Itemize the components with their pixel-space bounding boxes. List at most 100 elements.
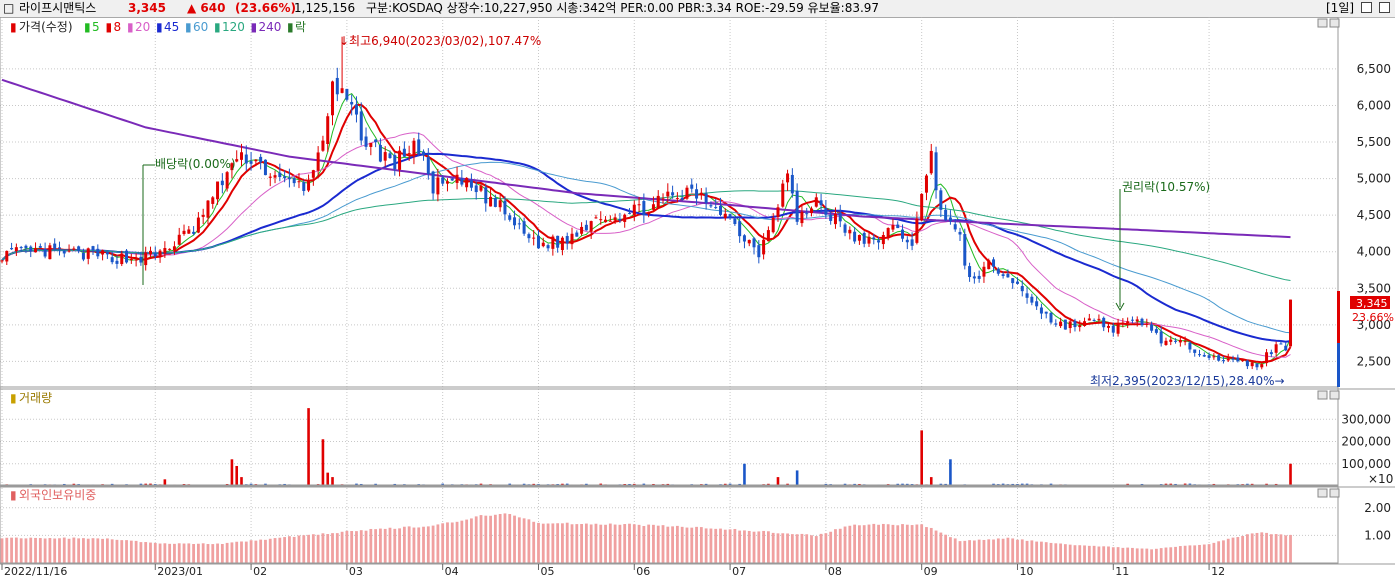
ma-legend-label: 120 xyxy=(222,20,245,34)
trade-volume: 1,125,156 xyxy=(294,1,356,15)
candle-body xyxy=(1020,286,1024,292)
foreign-bar xyxy=(273,538,277,563)
price-change: ▲ 640 xyxy=(187,1,226,15)
ma-line-20 xyxy=(1,132,1291,358)
candle-body xyxy=(307,180,311,191)
candle-body xyxy=(340,88,344,93)
candle-body xyxy=(450,178,454,181)
foreign-bar xyxy=(10,537,13,563)
candle-body xyxy=(14,247,18,252)
candle-body xyxy=(402,148,406,157)
foreign-bar xyxy=(623,524,627,563)
foreign-bar xyxy=(244,541,248,563)
price-tick-label: 5,500 xyxy=(1357,135,1391,149)
foreign-bar xyxy=(1154,548,1158,563)
foreign-bar xyxy=(786,533,789,563)
foreign-bar xyxy=(0,538,4,563)
foreign-bar xyxy=(1212,542,1216,563)
candle-body xyxy=(53,243,57,249)
volume-bar xyxy=(743,463,746,486)
foreign-bar xyxy=(719,528,722,563)
candle-body xyxy=(263,159,267,176)
select-checkbox[interactable]: □ xyxy=(3,1,15,15)
foreign-bar xyxy=(968,540,971,563)
foreign-bar xyxy=(800,533,804,563)
candle-body xyxy=(72,248,76,250)
foreign-bar xyxy=(963,540,967,563)
foreign-bar xyxy=(422,526,425,563)
foreign-bar xyxy=(1145,548,1149,563)
ma-legend-label: 60 xyxy=(193,20,208,34)
candle-body xyxy=(742,235,746,242)
minimize-icon[interactable] xyxy=(1361,2,1372,13)
foreign-bar xyxy=(1265,532,1268,563)
foreign-bar xyxy=(838,528,842,563)
candle-body xyxy=(436,177,440,195)
candle-body xyxy=(431,171,435,194)
foreign-bar xyxy=(886,524,890,563)
foreign-bar xyxy=(292,536,296,563)
foreign-bar xyxy=(1222,540,1225,563)
foreign-bar xyxy=(359,530,363,563)
x-tick-label: 11 xyxy=(1115,565,1129,578)
foreign-bar xyxy=(1092,545,1096,563)
foreign-bar xyxy=(647,524,651,563)
candle-body xyxy=(1145,323,1149,325)
candle-body xyxy=(96,248,100,257)
candle-body xyxy=(331,81,335,116)
foreign-bar xyxy=(220,543,224,563)
foreign-bar xyxy=(297,535,301,563)
candle-body xyxy=(857,235,861,241)
foreign-bar xyxy=(110,539,114,563)
volume-bar xyxy=(230,459,234,486)
panel-frame xyxy=(0,386,1339,487)
candle-body xyxy=(67,250,71,252)
candle-body xyxy=(1221,360,1225,362)
panel-button xyxy=(1329,488,1340,498)
candle-body xyxy=(829,214,833,221)
foreign-bar xyxy=(949,537,952,563)
candle-body xyxy=(489,196,493,207)
foreign-bar xyxy=(1250,533,1254,563)
candle-body xyxy=(1011,278,1015,284)
price-change-pct: (23.66%) xyxy=(235,1,296,15)
candle-body xyxy=(1025,293,1029,298)
foreign-bar xyxy=(699,527,703,563)
candle-body xyxy=(642,201,646,216)
foreign-bar xyxy=(1169,547,1173,563)
period-label[interactable]: [1일] xyxy=(1326,1,1355,15)
candle-body xyxy=(843,224,847,233)
candle-body xyxy=(311,170,315,178)
price-tick-label: 6,000 xyxy=(1357,98,1391,112)
price-legend-marker: ▮ xyxy=(10,20,17,34)
foreign-bar xyxy=(388,527,392,563)
foreign-bar xyxy=(144,542,148,563)
candle-body xyxy=(1202,355,1206,357)
foreign-bar xyxy=(201,543,205,563)
foreign-bar xyxy=(604,524,607,563)
foreign-bar xyxy=(278,537,282,563)
candle-body xyxy=(244,154,248,164)
candle-body xyxy=(302,182,306,191)
candle-body xyxy=(934,152,938,191)
foreign-bar xyxy=(910,525,914,563)
foreign-bar xyxy=(695,526,698,563)
last-pct-tag: 23.66% xyxy=(1352,311,1394,324)
candle-body xyxy=(144,252,148,266)
foreign-bar xyxy=(58,538,61,563)
foreign-bar xyxy=(364,530,368,563)
close-icon[interactable] xyxy=(1379,2,1390,13)
ma-legend-marker: ▮ xyxy=(251,20,258,34)
candle-body xyxy=(671,192,675,196)
foreign-bar xyxy=(570,524,574,563)
ma-legend-marker: ▮ xyxy=(84,20,91,34)
candle-body xyxy=(1140,318,1144,326)
foreign-bar xyxy=(982,539,986,563)
foreign-bar xyxy=(38,538,42,563)
stock-stats: 구분:KOSDAQ 상장수:10,227,950 시총:342억 PER:0.0… xyxy=(366,1,880,15)
candle-body xyxy=(1063,319,1067,330)
foreign-bar xyxy=(1279,534,1283,563)
candle-body xyxy=(484,187,488,204)
foreign-bar xyxy=(1226,538,1230,563)
volume-bar xyxy=(163,479,167,486)
